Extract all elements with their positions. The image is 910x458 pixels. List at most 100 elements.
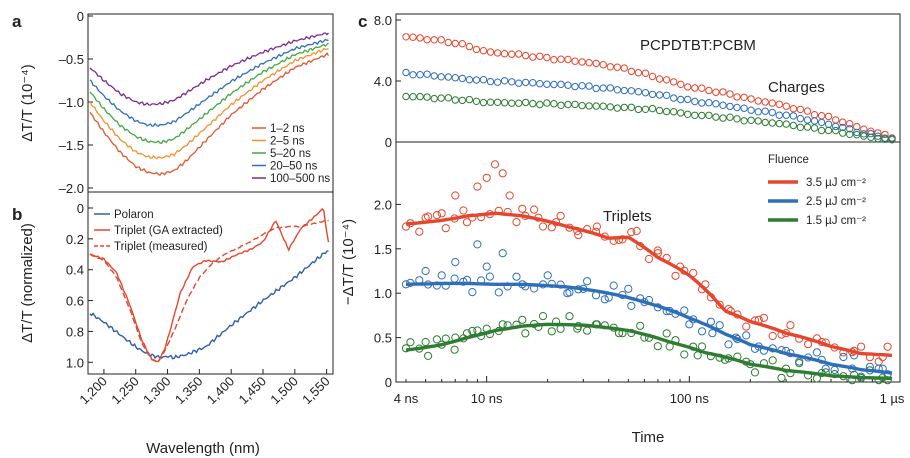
c-bot-point: [627, 228, 636, 237]
c-bot-point: [874, 357, 883, 366]
a-ytick-label: –1.5: [59, 138, 84, 153]
c-bot-point: [473, 240, 482, 249]
c-top-point: [437, 36, 445, 44]
c-top-point: [550, 80, 558, 89]
c-bot-ytick-label: 1.5: [374, 242, 392, 257]
charges-annotation: Charges: [768, 79, 825, 96]
c-top-point: [740, 93, 748, 102]
c-top-point: [493, 78, 502, 86]
b-ytick-label: 0: [77, 201, 84, 216]
c-bot-point: [592, 222, 602, 231]
c-top-point: [796, 114, 805, 123]
c-top-point: [585, 82, 593, 90]
c-top-point: [585, 102, 593, 110]
c-bot-point: [777, 373, 786, 382]
c-bot-ytick-label: 2.0: [374, 197, 392, 212]
c-top-point: [564, 100, 572, 109]
c-top-point: [416, 34, 424, 42]
c-bot-point: [451, 191, 460, 200]
c-legend-title: Fluence: [768, 154, 809, 166]
c-top-point: [500, 77, 509, 85]
c-bot-point: [421, 337, 430, 347]
c-top-point: [684, 95, 692, 104]
c-top-point: [613, 104, 621, 112]
c-top-point: [606, 103, 614, 111]
c-top-point: [543, 80, 551, 88]
c-bot-point: [450, 345, 459, 354]
c-bot-point: [494, 288, 503, 297]
c-top-point: [662, 76, 671, 84]
c-top-point: [740, 104, 748, 112]
c-top-point: [754, 108, 762, 116]
c-top-point: [571, 100, 579, 109]
panel-c-x-axis-label: Time: [632, 429, 665, 446]
c-top-point: [846, 125, 854, 133]
c-top-point: [740, 117, 748, 125]
c-top-point: [670, 78, 678, 86]
c-top-point: [486, 48, 495, 56]
c-top-point: [493, 98, 502, 107]
b-xtick-label: 1,300: [140, 374, 174, 408]
b-ytick-label: 0.4: [66, 263, 84, 278]
c-bot-point: [437, 209, 446, 218]
c-top-point: [543, 53, 551, 62]
a-legend-label: 20–50 ns: [270, 161, 318, 173]
c-top-point: [620, 103, 628, 112]
c-top-point: [747, 106, 755, 114]
c-top-point: [817, 118, 826, 127]
c-top-point: [536, 52, 544, 60]
b-series-line: [89, 219, 329, 364]
c-top-point: [670, 108, 678, 116]
a-legend-label: 2–5 ns: [270, 136, 305, 148]
c-top-point: [768, 99, 776, 107]
panel-letter-a: a: [12, 12, 22, 31]
c-top-point: [627, 87, 636, 95]
a-series-line: [89, 47, 329, 160]
b-xtick-label: 1,450: [236, 374, 270, 408]
c-top-point: [789, 121, 798, 130]
c-top-point: [585, 59, 593, 67]
a-ytick-label: –0.5: [59, 52, 84, 67]
c-top-point: [817, 112, 826, 120]
c-bot-point: [624, 284, 633, 293]
c-top-point: [839, 123, 847, 132]
c-top-point: [458, 74, 466, 83]
c-top-point: [613, 86, 621, 94]
c-bot-point: [441, 224, 450, 233]
c-top-point: [416, 71, 424, 79]
c-top-point: [733, 115, 741, 123]
c-top-point: [451, 96, 459, 104]
c-bot-point: [451, 258, 460, 267]
c-top-point: [472, 45, 481, 54]
b-ytick-label: 0.2: [66, 232, 84, 247]
c-top-point: [747, 116, 755, 125]
c-bot-point: [671, 271, 680, 280]
c-top-point: [691, 111, 699, 120]
c-bot-point: [432, 211, 441, 220]
c-bot-point: [473, 182, 482, 191]
c-bot-point: [565, 312, 574, 321]
c-bot-point: [618, 235, 627, 244]
c-top-point: [733, 103, 741, 112]
panel-c-bottom-frame: [395, 141, 901, 383]
c-bot-point: [530, 205, 539, 214]
c-top-point: [641, 105, 650, 114]
panel-b-x-axis-label: Wavelength (nm): [146, 440, 260, 457]
c-top-point: [423, 36, 431, 44]
c-top-point: [409, 71, 417, 79]
c-top-point: [648, 104, 657, 113]
c-top-point: [599, 60, 607, 69]
c-top-point: [888, 136, 896, 144]
c-bot-point: [406, 338, 415, 347]
c-top-point: [641, 69, 650, 77]
c-top-point: [536, 80, 544, 88]
c-top-point: [634, 69, 643, 77]
c-top-point: [874, 129, 882, 137]
c-top-point: [719, 88, 727, 96]
c-top-point: [529, 99, 537, 108]
c-top-point: [881, 130, 889, 139]
b-xtick-label: 1,250: [108, 374, 142, 408]
c-legend-label: 1.5 µJ cm⁻²: [806, 215, 866, 227]
c-top-point: [782, 111, 790, 119]
panel-b-y-axis-label: ΔT/T (normalized): [19, 223, 36, 343]
